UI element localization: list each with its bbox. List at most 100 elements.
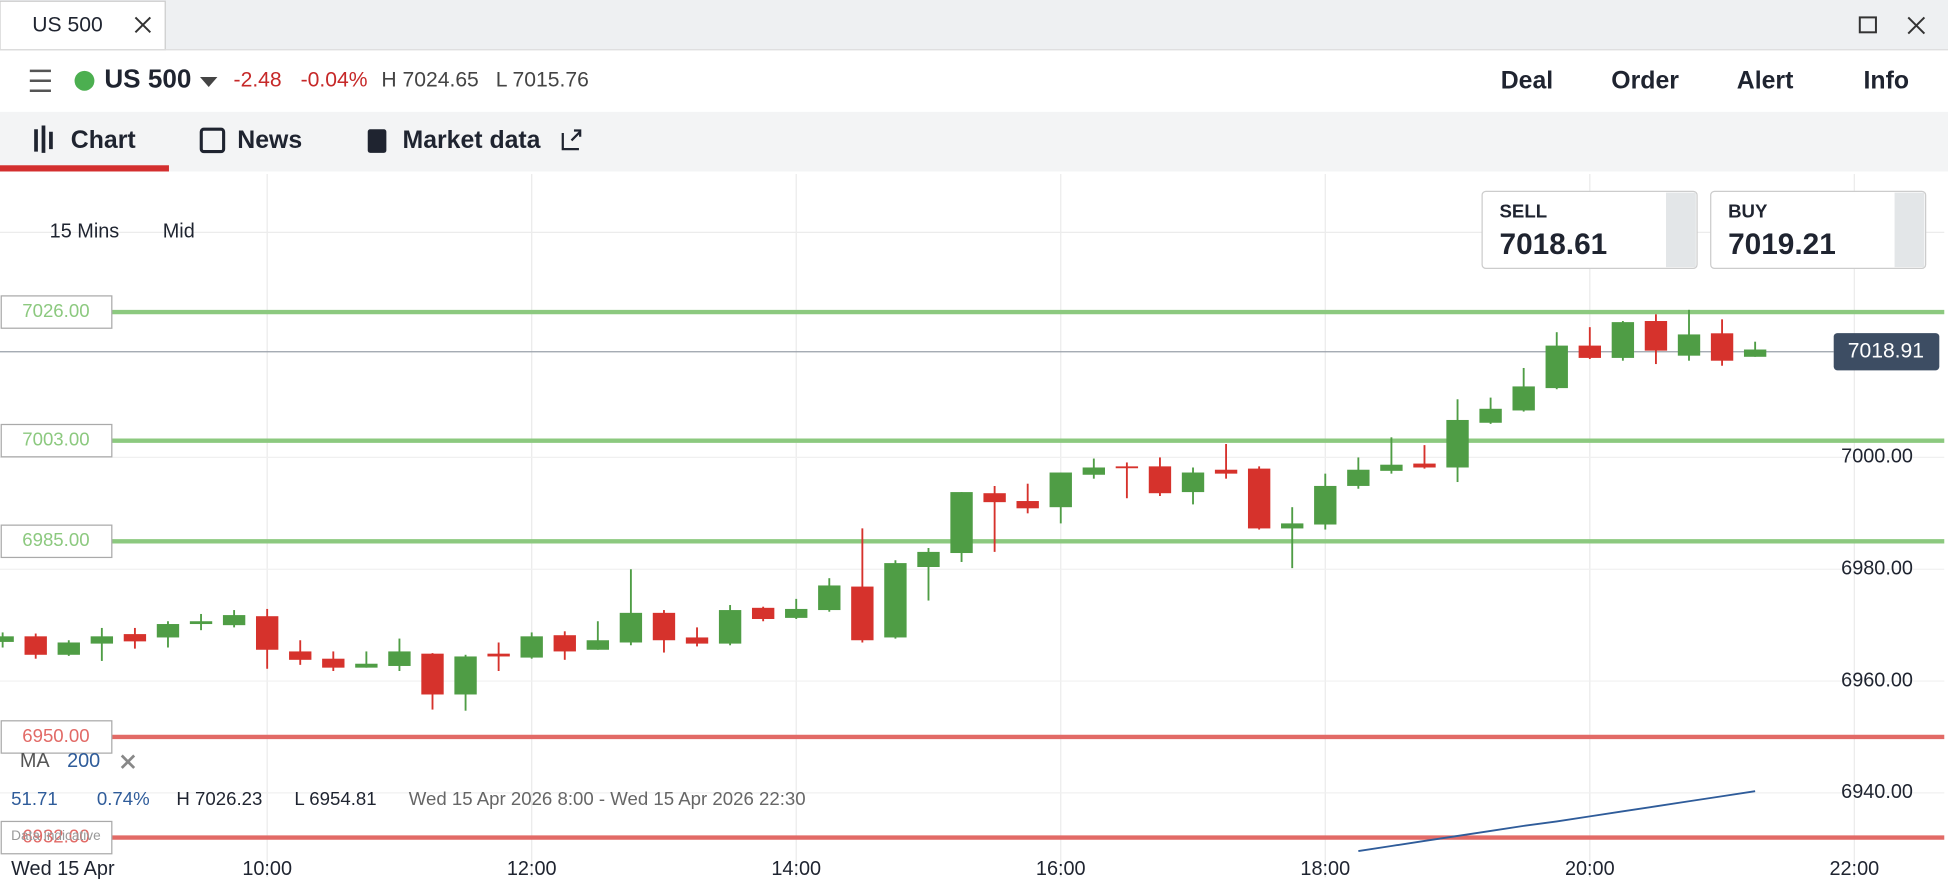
chart-icon xyxy=(34,125,53,153)
candle-body xyxy=(818,585,841,611)
candle-body xyxy=(222,615,246,626)
level-tag xyxy=(0,720,113,754)
y-tick-label: 7000.00 xyxy=(1841,446,1913,468)
candle-body xyxy=(751,607,775,620)
candle-body xyxy=(1512,386,1535,411)
dropdown[interactable] xyxy=(200,77,218,87)
interval[interactable]: 15 Mins xyxy=(50,221,120,243)
levels: 7026.00 7003.00 6985.00 6950.00 6932.00 xyxy=(0,295,1945,855)
tab[interactable]: News xyxy=(237,127,302,154)
candle-body xyxy=(1049,472,1072,508)
tab[interactable]: Chart xyxy=(71,127,136,154)
candle-body xyxy=(1644,321,1668,351)
candle-body xyxy=(90,636,114,644)
buy-edge xyxy=(1894,192,1925,268)
action[interactable]: Info xyxy=(1864,68,1909,95)
action[interactable]: Deal xyxy=(1501,68,1553,95)
level-label: 7003.00 xyxy=(22,429,89,450)
status-dot xyxy=(74,70,95,91)
close-tab[interactable] xyxy=(134,16,152,34)
day-low: L 7015.76 xyxy=(496,68,589,91)
candle-body xyxy=(785,608,808,618)
candle-body xyxy=(851,586,874,641)
candle-body xyxy=(1545,345,1568,389)
y-tick-label: 6980.00 xyxy=(1841,557,1913,579)
candle-body xyxy=(1380,464,1403,471)
day-high: H 7024.65 xyxy=(381,68,478,91)
candle-body xyxy=(123,634,147,642)
menu[interactable] xyxy=(29,69,51,92)
tab[interactable]: Market data xyxy=(403,127,541,154)
level-label: 6985.00 xyxy=(22,529,89,550)
level-tag xyxy=(0,295,113,329)
price-type[interactable]: Mid xyxy=(163,221,195,243)
stat: 51.71 xyxy=(11,788,58,809)
indicator-name: MA xyxy=(20,750,51,772)
data-icon xyxy=(367,129,387,153)
candle-body xyxy=(388,651,411,666)
window-tab[interactable] xyxy=(0,0,166,51)
remove-indicator[interactable] xyxy=(120,754,136,769)
candle-body xyxy=(1181,472,1205,493)
candle-body xyxy=(1347,469,1370,486)
buy-button[interactable] xyxy=(1710,190,1927,270)
range: Wed 15 Apr 2026 8:00 - Wed 15 Apr 2026 2… xyxy=(409,788,806,809)
candle-body xyxy=(24,636,47,655)
candle-body xyxy=(1578,345,1601,358)
buy-price: 7019.21 xyxy=(1728,228,1836,261)
close-window[interactable] xyxy=(1907,16,1926,35)
instrument[interactable]: US 500 xyxy=(104,64,191,94)
x-tick-label: 16:00 xyxy=(1036,858,1086,880)
candle-body xyxy=(0,636,14,642)
note: Data indicative xyxy=(11,828,101,843)
indicator-period[interactable]: 200 xyxy=(67,750,100,772)
action[interactable]: Order xyxy=(1611,68,1679,95)
candle-body xyxy=(917,551,940,568)
date-label: Wed 15 Apr xyxy=(11,858,115,880)
x-tick-label: 18:00 xyxy=(1300,858,1350,880)
x-tick-label: 12:00 xyxy=(507,858,557,880)
y-tick-label: 6960.00 xyxy=(1841,669,1913,691)
level-label: 6932.00 xyxy=(22,826,89,847)
candle-body xyxy=(454,656,477,695)
candle-body xyxy=(1148,466,1172,494)
maximize[interactable] xyxy=(1858,16,1877,34)
candle-body xyxy=(1677,334,1701,356)
candle-body xyxy=(255,616,279,650)
candle-body xyxy=(1314,485,1337,525)
candle-body xyxy=(1710,333,1734,361)
candle-body xyxy=(1214,469,1238,474)
candle-body xyxy=(983,493,1006,503)
candle-body xyxy=(1281,523,1304,529)
sell-button[interactable] xyxy=(1481,190,1698,270)
candle-body xyxy=(355,663,378,668)
price-tag xyxy=(1833,333,1940,371)
ma-line xyxy=(1358,790,1756,852)
candle-body xyxy=(718,610,742,644)
candle-body xyxy=(652,612,676,641)
candle-body xyxy=(1413,463,1436,468)
sell-price: 7018.61 xyxy=(1500,228,1608,261)
candle-body xyxy=(1743,349,1767,357)
action[interactable]: Alert xyxy=(1737,68,1794,95)
price-tag-label: 7018.91 xyxy=(1848,339,1924,362)
change-pct: -0.04% xyxy=(301,68,368,91)
level-tag xyxy=(0,423,113,458)
candle-body xyxy=(1115,466,1139,469)
window-tab-title: US 500 xyxy=(32,14,102,37)
candle-body xyxy=(289,651,312,660)
level-label: 6950.00 xyxy=(22,725,89,746)
candle-body xyxy=(586,640,610,650)
candle-body xyxy=(950,492,973,554)
candle-body xyxy=(619,612,643,643)
change: -2.48 xyxy=(234,68,282,91)
candle-body xyxy=(57,642,80,655)
candle-body xyxy=(189,621,213,625)
candle-body xyxy=(685,637,709,644)
x-tick-label: 10:00 xyxy=(242,858,292,880)
level-tag xyxy=(0,524,113,559)
x-tick-label: 20:00 xyxy=(1565,858,1615,880)
candle-body xyxy=(553,635,576,652)
level-tag xyxy=(0,820,113,855)
